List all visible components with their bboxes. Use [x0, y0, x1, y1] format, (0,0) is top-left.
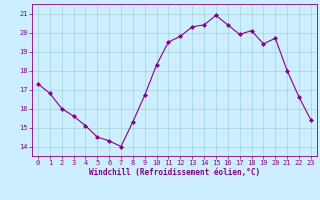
- X-axis label: Windchill (Refroidissement éolien,°C): Windchill (Refroidissement éolien,°C): [89, 168, 260, 177]
